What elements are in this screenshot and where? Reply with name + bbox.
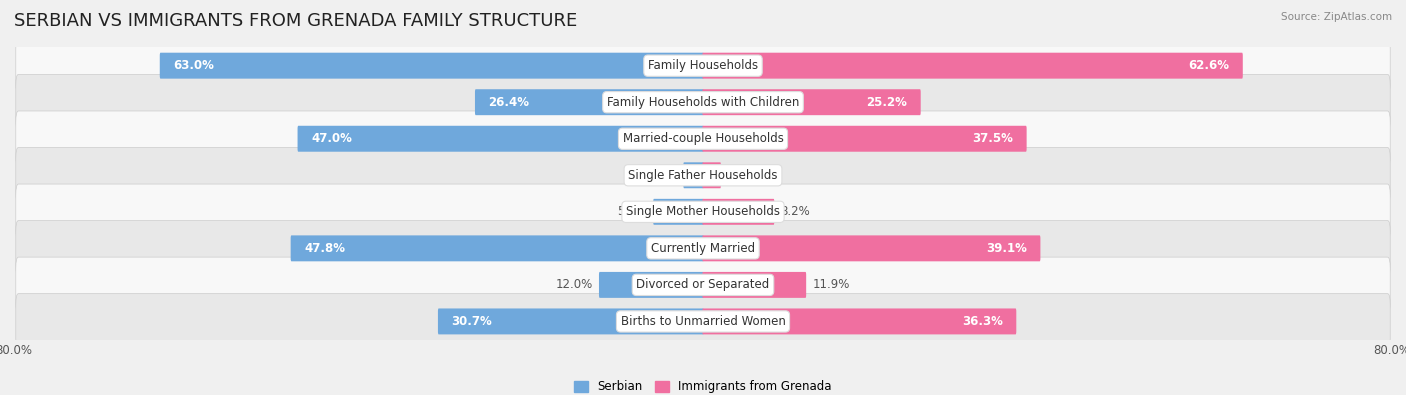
FancyBboxPatch shape: [15, 147, 1391, 203]
Text: 63.0%: 63.0%: [173, 59, 214, 72]
FancyBboxPatch shape: [298, 126, 703, 152]
FancyBboxPatch shape: [703, 53, 1243, 79]
FancyBboxPatch shape: [15, 184, 1391, 240]
Text: Source: ZipAtlas.com: Source: ZipAtlas.com: [1281, 12, 1392, 22]
Text: 37.5%: 37.5%: [972, 132, 1012, 145]
Text: 12.0%: 12.0%: [555, 278, 593, 292]
FancyBboxPatch shape: [703, 272, 806, 298]
Text: 47.8%: 47.8%: [304, 242, 346, 255]
FancyBboxPatch shape: [291, 235, 703, 261]
Text: 47.0%: 47.0%: [311, 132, 352, 145]
Text: Currently Married: Currently Married: [651, 242, 755, 255]
Text: Family Households: Family Households: [648, 59, 758, 72]
Text: 5.7%: 5.7%: [617, 205, 647, 218]
Text: 62.6%: 62.6%: [1188, 59, 1229, 72]
FancyBboxPatch shape: [15, 111, 1391, 167]
Text: SERBIAN VS IMMIGRANTS FROM GRENADA FAMILY STRUCTURE: SERBIAN VS IMMIGRANTS FROM GRENADA FAMIL…: [14, 12, 578, 30]
Text: 2.0%: 2.0%: [727, 169, 756, 182]
Text: Married-couple Households: Married-couple Households: [623, 132, 783, 145]
FancyBboxPatch shape: [703, 126, 1026, 152]
FancyBboxPatch shape: [15, 257, 1391, 313]
Text: 26.4%: 26.4%: [488, 96, 530, 109]
Text: Divorced or Separated: Divorced or Separated: [637, 278, 769, 292]
FancyBboxPatch shape: [437, 308, 703, 335]
Text: 8.2%: 8.2%: [780, 205, 810, 218]
Text: 39.1%: 39.1%: [986, 242, 1026, 255]
FancyBboxPatch shape: [683, 162, 703, 188]
FancyBboxPatch shape: [703, 199, 775, 225]
Text: Single Father Households: Single Father Households: [628, 169, 778, 182]
Text: 11.9%: 11.9%: [813, 278, 849, 292]
Text: 30.7%: 30.7%: [451, 315, 492, 328]
FancyBboxPatch shape: [15, 74, 1391, 130]
Text: 2.2%: 2.2%: [647, 169, 678, 182]
FancyBboxPatch shape: [599, 272, 703, 298]
FancyBboxPatch shape: [160, 53, 703, 79]
FancyBboxPatch shape: [703, 89, 921, 115]
FancyBboxPatch shape: [15, 38, 1391, 94]
FancyBboxPatch shape: [654, 199, 703, 225]
Legend: Serbian, Immigrants from Grenada: Serbian, Immigrants from Grenada: [569, 376, 837, 395]
Text: Family Households with Children: Family Households with Children: [607, 96, 799, 109]
FancyBboxPatch shape: [15, 220, 1391, 276]
Text: Births to Unmarried Women: Births to Unmarried Women: [620, 315, 786, 328]
FancyBboxPatch shape: [703, 235, 1040, 261]
FancyBboxPatch shape: [15, 293, 1391, 349]
FancyBboxPatch shape: [475, 89, 703, 115]
FancyBboxPatch shape: [703, 162, 721, 188]
Text: 25.2%: 25.2%: [866, 96, 907, 109]
Text: Single Mother Households: Single Mother Households: [626, 205, 780, 218]
FancyBboxPatch shape: [703, 308, 1017, 335]
Text: 36.3%: 36.3%: [962, 315, 1002, 328]
